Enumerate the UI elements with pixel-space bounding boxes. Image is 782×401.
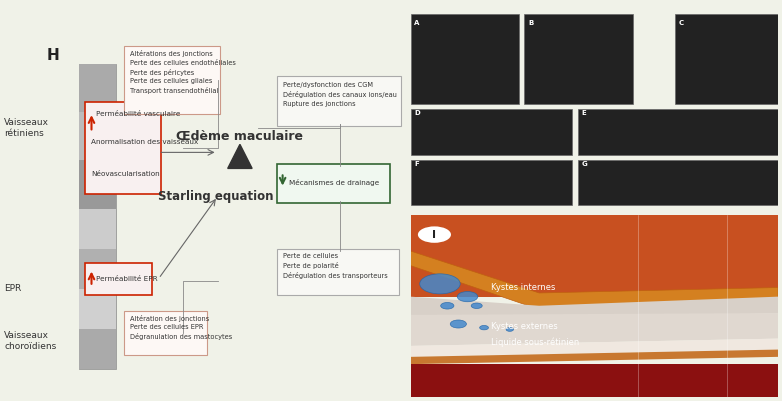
FancyBboxPatch shape <box>85 263 152 295</box>
Polygon shape <box>228 144 252 168</box>
Polygon shape <box>411 313 778 346</box>
Text: F: F <box>414 161 419 167</box>
Circle shape <box>420 274 460 294</box>
Bar <box>411 215 778 297</box>
Text: Perméabilité EPR: Perméabilité EPR <box>95 276 157 282</box>
Circle shape <box>450 320 466 328</box>
Text: B: B <box>528 20 533 26</box>
Bar <box>578 109 778 155</box>
Text: I: I <box>432 230 436 240</box>
Text: Œdème maculaire: Œdème maculaire <box>177 130 303 143</box>
Bar <box>79 160 116 209</box>
FancyBboxPatch shape <box>85 102 160 194</box>
Text: Néovascularisation: Néovascularisation <box>91 172 160 177</box>
Bar <box>79 112 116 160</box>
Circle shape <box>418 227 451 243</box>
Text: Perméabilité vasculaire: Perméabilité vasculaire <box>95 111 180 117</box>
Bar <box>578 160 778 205</box>
Text: Perte/dysfonction des CGM
Dérégulation des canaux ions/eau
Rupture des jonctions: Perte/dysfonction des CGM Dérégulation d… <box>282 82 396 107</box>
Text: Anormalisation des vaisseaux: Anormalisation des vaisseaux <box>91 140 199 145</box>
FancyBboxPatch shape <box>79 64 116 369</box>
FancyBboxPatch shape <box>124 311 207 355</box>
Circle shape <box>457 292 478 302</box>
Circle shape <box>506 328 514 331</box>
Text: EPR: EPR <box>4 284 21 293</box>
Polygon shape <box>411 338 778 357</box>
Text: Kystes internes: Kystes internes <box>491 283 556 292</box>
Text: Starling equation: Starling equation <box>158 190 273 203</box>
Bar <box>411 160 572 205</box>
Text: Mécanismes de drainage: Mécanismes de drainage <box>289 179 379 186</box>
Bar <box>79 289 116 329</box>
Circle shape <box>479 326 489 330</box>
Polygon shape <box>411 251 778 310</box>
Polygon shape <box>411 350 778 364</box>
FancyBboxPatch shape <box>124 46 220 114</box>
Text: Perte de cellules
Perte de polarité
Dérégulation des transporteurs: Perte de cellules Perte de polarité Déré… <box>282 253 387 279</box>
Polygon shape <box>411 297 778 320</box>
Text: H: H <box>47 48 59 63</box>
Bar <box>411 364 778 397</box>
Bar <box>675 14 778 104</box>
Text: A: A <box>414 20 420 26</box>
Text: Altération des jonctions
Perte des cellules EPR
Dégranulation des mastocytes: Altération des jonctions Perte des cellu… <box>130 315 232 340</box>
FancyBboxPatch shape <box>277 249 399 295</box>
Text: Vaisseaux
choroïdiens: Vaisseaux choroïdiens <box>4 331 56 351</box>
Text: Vaisseaux
rétiniens: Vaisseaux rétiniens <box>4 118 49 138</box>
Circle shape <box>472 303 482 308</box>
Circle shape <box>441 302 454 309</box>
Text: G: G <box>582 161 587 167</box>
Text: Altérations des jonctions
Perte des cellules endothéliales
Perte des péricytes
P: Altérations des jonctions Perte des cell… <box>130 50 236 94</box>
Bar <box>79 249 116 289</box>
Text: C: C <box>679 20 684 26</box>
Text: Liquide sous-rétinien: Liquide sous-rétinien <box>491 338 579 347</box>
Bar <box>79 64 116 112</box>
Bar <box>411 14 519 104</box>
FancyBboxPatch shape <box>277 164 390 203</box>
Bar <box>411 109 572 155</box>
Bar <box>79 329 116 369</box>
Text: E: E <box>582 110 586 116</box>
Text: Kystes externes: Kystes externes <box>491 322 558 331</box>
Text: D: D <box>414 110 420 116</box>
FancyBboxPatch shape <box>277 76 400 126</box>
Bar <box>525 14 633 104</box>
Bar <box>79 209 116 249</box>
